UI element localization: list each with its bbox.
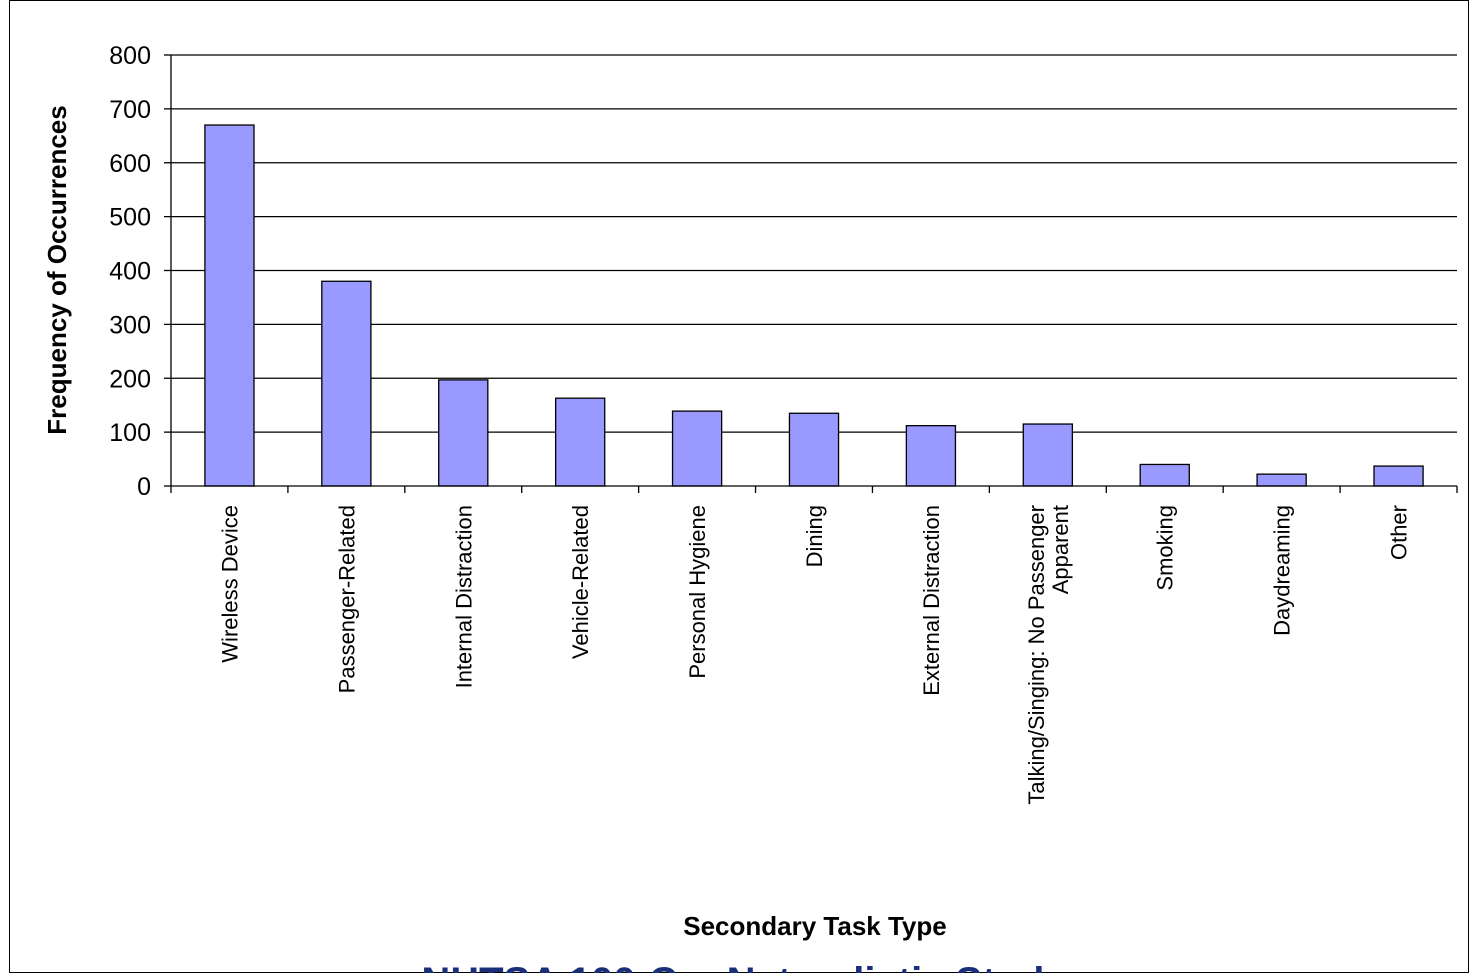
y-tick-label: 100 — [109, 419, 151, 447]
y-tick-label: 200 — [109, 365, 151, 393]
bar — [788, 412, 840, 487]
bar — [905, 425, 957, 487]
y-tick-label: 300 — [109, 311, 151, 339]
bar — [1139, 463, 1190, 487]
x-tick-label: External Distraction — [919, 505, 944, 696]
x-tick-label: Daydreaming — [1270, 505, 1295, 636]
y-tick-label: 700 — [109, 96, 151, 124]
x-tick-label: Smoking — [1153, 505, 1178, 591]
x-tick-label: Vehicle-Related — [568, 505, 593, 659]
y-tick-labels: 0 100 200 300 400 500 600 700 800 — [109, 42, 151, 501]
x-tick-label: Other — [1387, 505, 1412, 560]
bar — [1256, 473, 1307, 487]
x-tick-labels: Wireless Device Passenger-Related Internal… — [217, 505, 1411, 805]
x-tick-label: Passenger-Related — [334, 505, 359, 693]
y-tick-label: 400 — [109, 258, 151, 286]
footer-title: NHTSA 100-Car Naturalistic Study — [421, 960, 1067, 973]
y-tick-label: 500 — [109, 204, 151, 232]
y-tick-label: 0 — [137, 473, 151, 501]
y-tick-label: 800 — [109, 42, 151, 70]
y-tick-label: 600 — [109, 150, 151, 178]
x-tick-label: Wireless Device — [217, 505, 242, 663]
bar — [204, 124, 255, 487]
bar — [554, 397, 606, 487]
bar — [438, 379, 489, 487]
bar — [1373, 465, 1424, 487]
gridlines — [171, 54, 1457, 433]
x-tick-label: Dining — [802, 505, 827, 567]
axes — [164, 54, 1458, 493]
bar — [1022, 423, 1074, 487]
x-tick-label: Apparent — [1048, 505, 1073, 594]
x-axis-title: Secondary Task Type — [683, 911, 946, 941]
bar — [321, 280, 372, 487]
bar — [671, 410, 723, 487]
x-tick-label: Personal Hygiene — [685, 505, 710, 679]
x-tick-label: Internal Distraction — [451, 505, 476, 688]
y-axis-title: Frequency of Occurrences — [42, 105, 72, 434]
bars — [204, 124, 1424, 487]
x-tick-label: Talking/Singing: No Passenger — [1024, 505, 1049, 805]
